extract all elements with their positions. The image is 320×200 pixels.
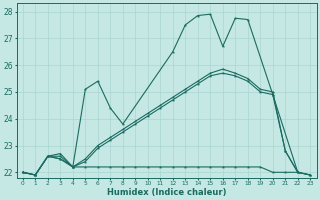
X-axis label: Humidex (Indice chaleur): Humidex (Indice chaleur): [107, 188, 226, 197]
